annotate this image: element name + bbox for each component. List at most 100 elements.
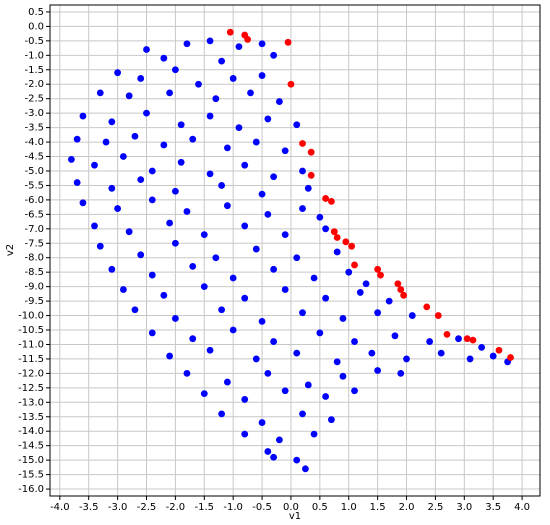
x-tick-label: 3.0 xyxy=(456,502,472,513)
y-tick-label: -8.5 xyxy=(24,267,44,278)
y-tick-label: -12.5 xyxy=(18,383,44,394)
y-tick-label: -7.5 xyxy=(24,238,44,249)
y-tick-label: -5.5 xyxy=(24,180,44,191)
y-tick-label: -10.0 xyxy=(18,311,44,322)
point xyxy=(223,378,231,386)
point xyxy=(270,51,278,59)
point xyxy=(131,306,139,314)
y-tick-label: -6.0 xyxy=(24,195,44,206)
point xyxy=(374,309,382,317)
point xyxy=(368,349,376,357)
point xyxy=(171,66,179,74)
point xyxy=(299,410,306,418)
point xyxy=(316,329,324,337)
point xyxy=(171,315,179,322)
point xyxy=(226,28,234,36)
point xyxy=(183,208,191,215)
point xyxy=(264,369,272,377)
point xyxy=(119,286,127,293)
x-tick-label: -1.0 xyxy=(223,502,243,513)
point xyxy=(235,124,243,132)
y-tick-label: -0.5 xyxy=(24,36,44,47)
y-tick-label: -1.5 xyxy=(24,65,44,76)
point xyxy=(252,355,260,363)
point xyxy=(270,453,278,461)
point xyxy=(307,148,315,156)
point xyxy=(96,242,104,250)
point xyxy=(229,274,237,282)
x-tick-label: 0.0 xyxy=(283,502,299,513)
point xyxy=(316,213,324,221)
x-tick-label: 2.0 xyxy=(399,502,415,513)
point xyxy=(148,329,156,337)
point xyxy=(293,254,301,262)
point xyxy=(189,135,197,143)
x-tick-label: -2.5 xyxy=(137,502,157,513)
x-tick-label: -4.0 xyxy=(50,502,70,513)
x-tick-label: -3.5 xyxy=(79,502,99,513)
point xyxy=(195,80,202,88)
point xyxy=(183,369,191,377)
point xyxy=(143,109,150,117)
y-tick-label: -15.5 xyxy=(18,470,44,481)
point xyxy=(322,393,330,400)
point xyxy=(206,37,214,45)
point xyxy=(281,286,289,293)
point xyxy=(131,132,139,140)
x-tick-label: -1.5 xyxy=(195,502,215,513)
point xyxy=(478,343,486,351)
point xyxy=(241,161,249,169)
point xyxy=(200,283,208,291)
point xyxy=(241,396,249,403)
point xyxy=(281,231,289,238)
point xyxy=(299,205,306,212)
point xyxy=(241,430,249,438)
y-tick-label: -11.5 xyxy=(18,354,44,365)
point xyxy=(73,135,81,143)
point xyxy=(507,354,514,361)
point xyxy=(223,202,231,210)
point xyxy=(299,309,306,317)
point xyxy=(241,222,249,230)
point xyxy=(356,289,364,296)
point xyxy=(223,144,231,152)
point xyxy=(423,303,431,311)
point xyxy=(489,352,497,360)
y-tick-label: -6.5 xyxy=(24,209,44,220)
point xyxy=(160,54,168,62)
point xyxy=(351,338,358,345)
point xyxy=(400,291,408,299)
point xyxy=(148,271,156,279)
point xyxy=(108,184,116,192)
point xyxy=(385,297,393,305)
point xyxy=(218,57,226,65)
point xyxy=(443,330,451,338)
point xyxy=(177,158,185,166)
point xyxy=(270,265,278,273)
point xyxy=(247,89,254,97)
point xyxy=(258,72,266,79)
point xyxy=(79,199,87,207)
point xyxy=(119,153,127,160)
y-tick-label: -12.0 xyxy=(18,368,44,379)
point xyxy=(137,176,145,184)
point xyxy=(183,40,191,48)
point xyxy=(212,254,220,262)
point xyxy=(463,335,471,343)
y-tick-label: -15.0 xyxy=(18,455,44,466)
point xyxy=(293,349,301,357)
point xyxy=(342,238,350,246)
point xyxy=(284,38,292,46)
point xyxy=(281,147,289,155)
y-tick-label: -8.0 xyxy=(24,253,44,264)
point xyxy=(218,410,226,418)
x-tick-label: -0.5 xyxy=(252,502,272,513)
point xyxy=(264,115,272,123)
point xyxy=(258,317,266,325)
point xyxy=(160,141,168,149)
point xyxy=(200,231,208,238)
point xyxy=(351,387,358,395)
point xyxy=(177,121,185,129)
y-tick-label: -13.5 xyxy=(18,412,44,423)
point xyxy=(264,448,272,455)
